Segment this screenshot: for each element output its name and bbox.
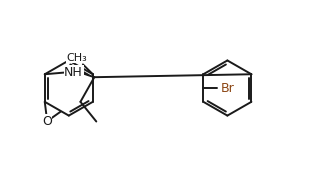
Text: Br: Br — [221, 82, 235, 94]
Text: CH₃: CH₃ — [67, 53, 87, 62]
Text: NH: NH — [64, 66, 83, 79]
Text: O: O — [42, 115, 52, 128]
